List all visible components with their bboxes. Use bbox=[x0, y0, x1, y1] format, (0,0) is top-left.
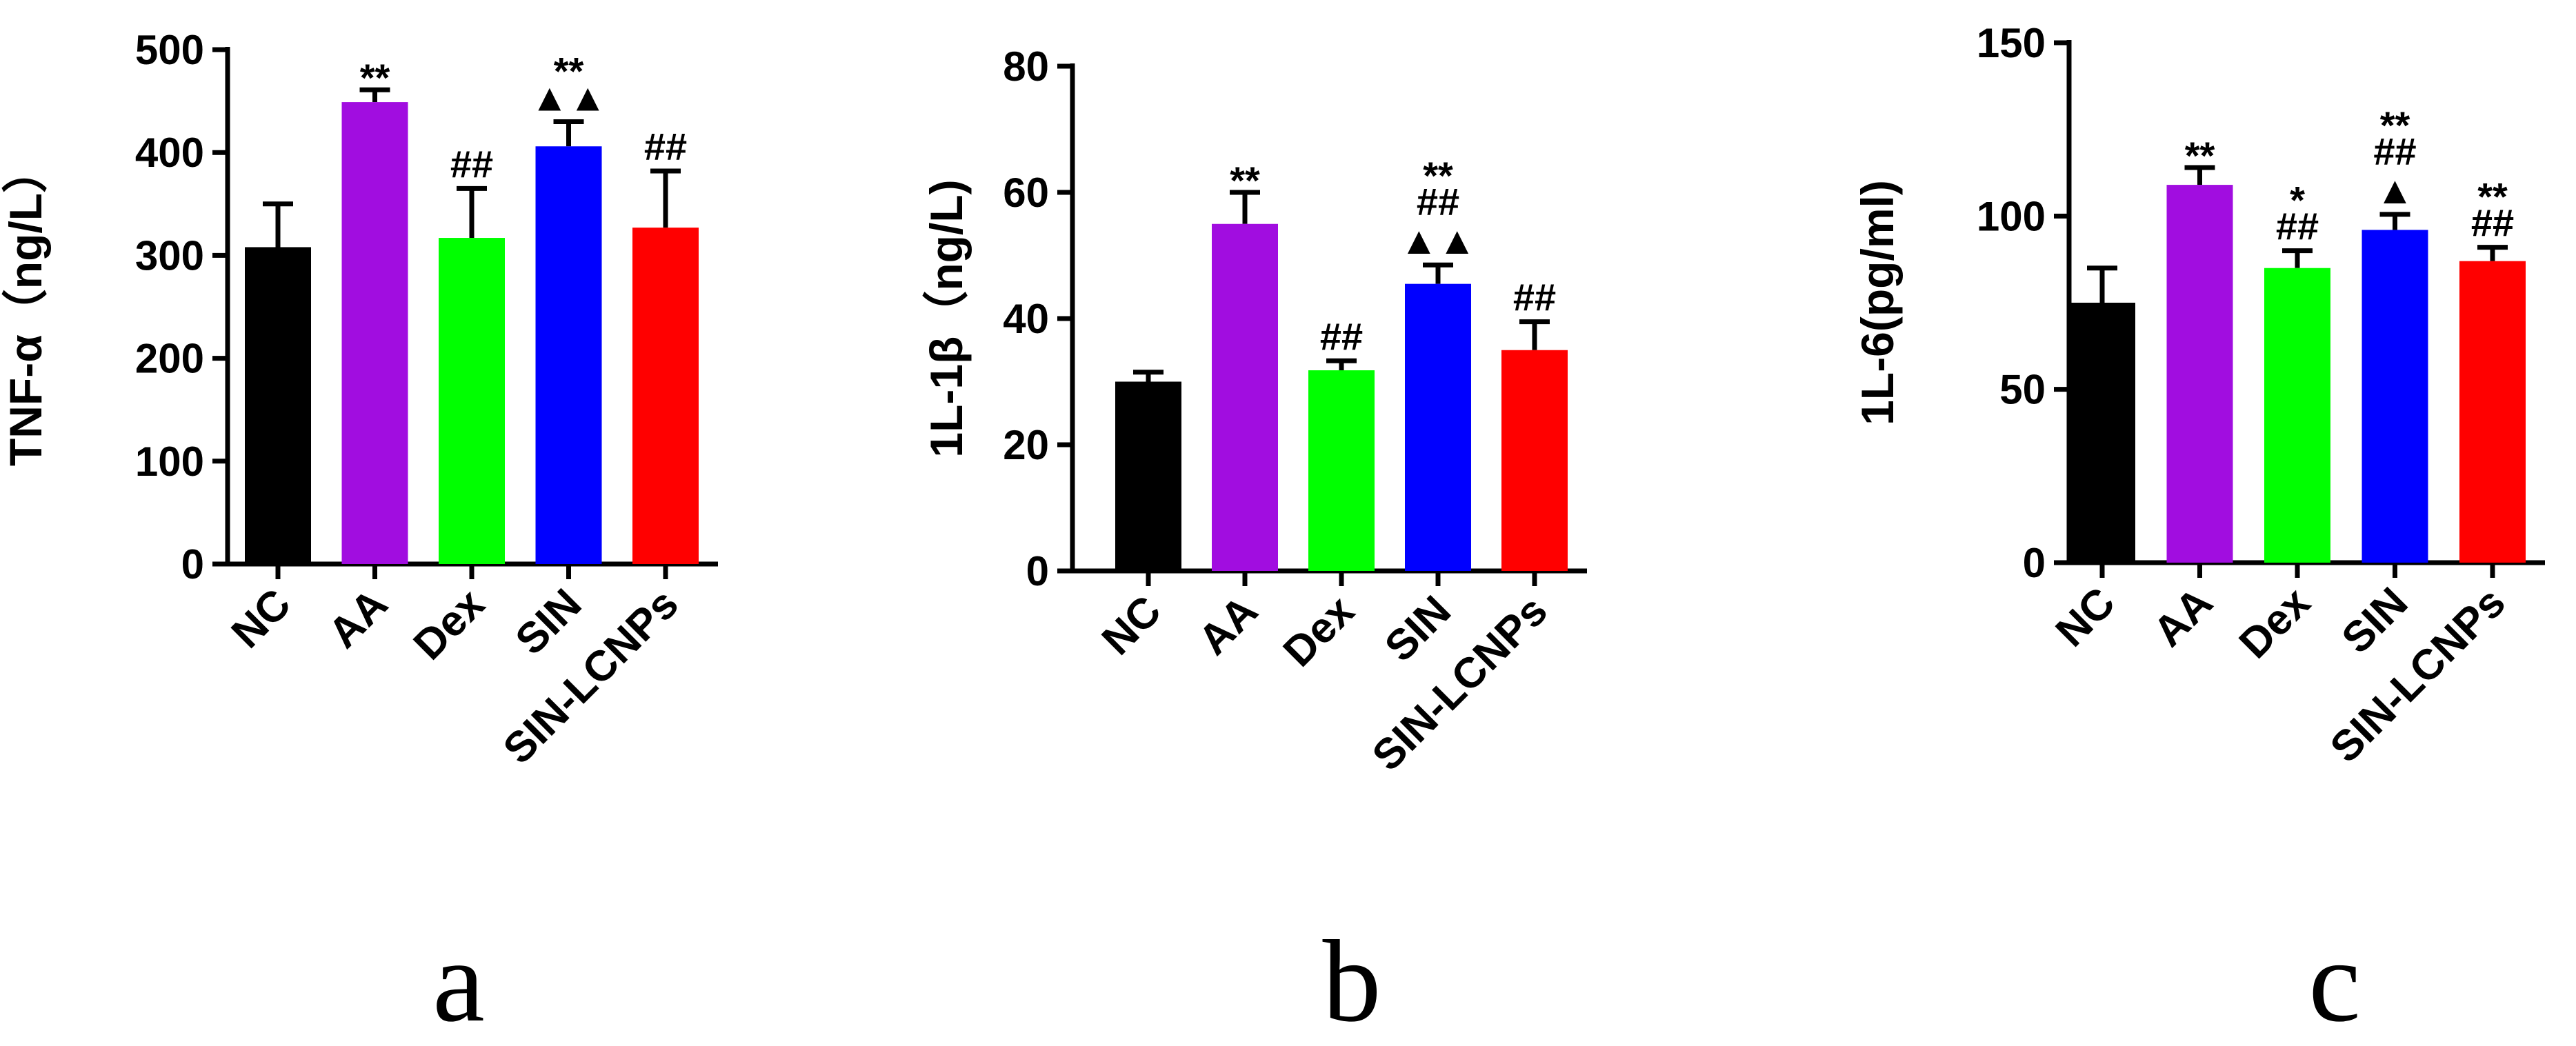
significance-label: ** bbox=[554, 49, 584, 92]
category-label: Dex bbox=[405, 580, 495, 670]
significance-label: * bbox=[2290, 179, 2305, 222]
significance-label: ** bbox=[2185, 134, 2215, 177]
y-tick-label: 0 bbox=[2023, 540, 2046, 586]
significance-label: ## bbox=[450, 142, 493, 185]
category-label: SIN-LCNPs bbox=[1364, 587, 1557, 780]
bar-nc bbox=[1115, 381, 1181, 571]
y-tick-label: 0 bbox=[181, 541, 204, 587]
category-label: AA bbox=[319, 580, 397, 657]
significance-label: ## bbox=[2276, 205, 2319, 248]
significance-label: ** bbox=[2477, 175, 2508, 219]
category-label: NC bbox=[2047, 579, 2124, 656]
y-tick-label: 0 bbox=[1026, 548, 1049, 594]
bar-dex bbox=[2264, 268, 2330, 563]
y-tick-label: 80 bbox=[1003, 43, 1049, 90]
y-tick-label: 60 bbox=[1003, 170, 1049, 216]
category-label: NC bbox=[1093, 587, 1170, 664]
category-label: SIN bbox=[507, 580, 591, 664]
bar-sin bbox=[535, 146, 602, 565]
y-tick-label: 150 bbox=[1977, 20, 2046, 66]
chart-panel-a: 0 100 200 300 400 500 TNF-α（ng/L） NC AA ** Dex ## SI… bbox=[0, 27, 718, 1046]
bar-sin-lcnps bbox=[632, 228, 699, 564]
bar-aa bbox=[1212, 223, 1278, 571]
category-label: NC bbox=[223, 580, 300, 657]
significance-label: ## bbox=[2373, 130, 2416, 173]
category-label: AA bbox=[2144, 579, 2221, 656]
category-label: SIN bbox=[2333, 579, 2417, 663]
significance-label: ## bbox=[2471, 201, 2514, 245]
y-tick-label: 300 bbox=[135, 232, 204, 279]
panel-letter: b bbox=[1323, 916, 1381, 1046]
y-tick-label: 20 bbox=[1003, 422, 1049, 468]
significance-label: ## bbox=[1513, 276, 1556, 319]
category-label: SIN-LCNPs bbox=[495, 580, 688, 773]
significance-label: ▲▲ bbox=[1400, 219, 1477, 262]
category-label: Dex bbox=[1275, 587, 1364, 676]
bar-sin-lcnps bbox=[2459, 261, 2526, 563]
bar-sin-lcnps bbox=[1501, 350, 1568, 571]
bar-dex bbox=[439, 238, 505, 564]
y-tick-label: 40 bbox=[1003, 296, 1049, 342]
bar-nc bbox=[2069, 303, 2135, 563]
significance-label: ** bbox=[360, 56, 390, 99]
y-tick-label: 100 bbox=[1977, 193, 2046, 239]
significance-label: ▲▲ bbox=[530, 75, 607, 119]
significance-label: ** bbox=[1423, 154, 1453, 197]
category-label: SIN-LCNPs bbox=[2322, 579, 2515, 772]
bar-dex bbox=[1308, 370, 1375, 571]
y-axis-title: 1L-6(pg/ml) bbox=[1852, 180, 1903, 425]
bar-aa bbox=[2166, 185, 2233, 563]
bar-sin bbox=[2362, 230, 2428, 563]
significance-label: ** bbox=[1230, 159, 1260, 202]
y-tick-label: 50 bbox=[1999, 367, 2046, 413]
significance-label: ## bbox=[1417, 180, 1459, 223]
panel-letter: a bbox=[432, 916, 484, 1046]
category-label: SIN bbox=[1376, 587, 1460, 671]
category-label: AA bbox=[1190, 587, 1267, 664]
category-label: Dex bbox=[2230, 579, 2320, 668]
significance-label: ▲ bbox=[2376, 168, 2414, 212]
bar-nc bbox=[245, 247, 311, 564]
significance-label: ## bbox=[644, 125, 687, 168]
panel-letter: c bbox=[2308, 916, 2360, 1046]
y-axis-title: 1L-1β（ng/L) bbox=[921, 179, 972, 457]
y-tick-label: 400 bbox=[135, 130, 204, 176]
significance-label: ## bbox=[1320, 314, 1363, 358]
y-tick-label: 200 bbox=[135, 336, 204, 382]
significance-label: ** bbox=[2380, 103, 2410, 147]
bar-aa bbox=[341, 102, 408, 565]
y-tick-label: 500 bbox=[135, 27, 204, 73]
y-axis-title: TNF-α（ng/L） bbox=[0, 148, 51, 466]
bar-sin bbox=[1405, 283, 1471, 571]
y-tick-label: 100 bbox=[135, 439, 204, 485]
